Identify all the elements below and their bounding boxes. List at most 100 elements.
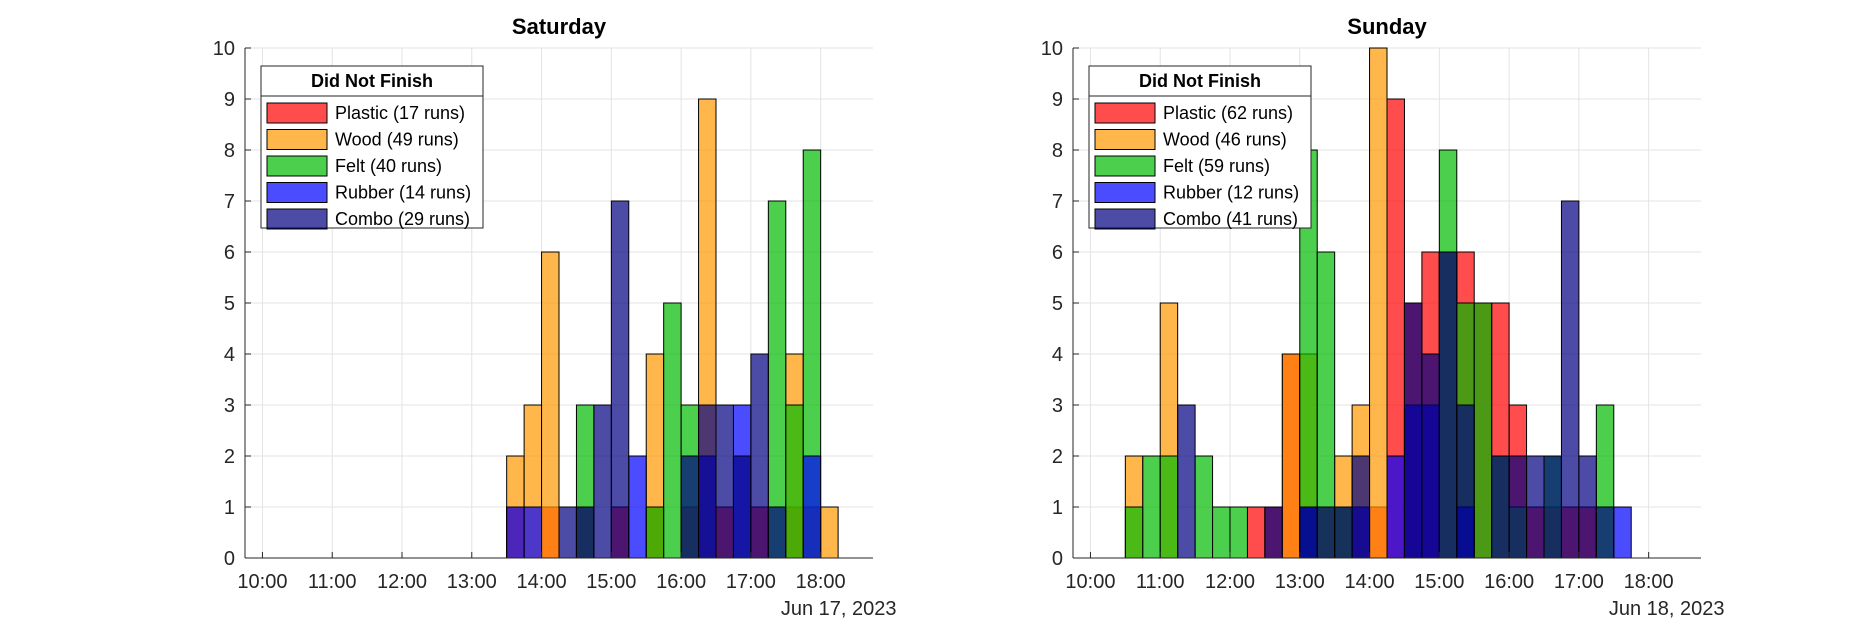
y-tick-label: 4 <box>224 344 235 366</box>
legend-swatch <box>266 102 328 124</box>
y-tick-label: 3 <box>224 395 235 417</box>
bar <box>575 506 595 559</box>
bar <box>1316 506 1336 559</box>
bar <box>1438 251 1458 559</box>
legend-swatch <box>1094 208 1156 230</box>
legend-title: Did Not Finish <box>311 71 433 91</box>
bar <box>593 404 612 559</box>
legend-swatch <box>266 129 328 150</box>
y-tick-label: 7 <box>224 191 235 213</box>
legend-swatch <box>1094 155 1156 177</box>
y-tick-label: 7 <box>1052 191 1063 213</box>
chart-title: Saturday <box>512 14 607 39</box>
legend-entry: Felt (59 runs) <box>1163 156 1270 176</box>
y-tick-label: 9 <box>1052 89 1063 111</box>
bar <box>1124 506 1144 559</box>
x-tick-label: 14:00 <box>517 571 567 593</box>
y-tick-label: 1 <box>1052 497 1063 519</box>
legend-entry: Combo (29 runs) <box>335 209 470 229</box>
bar <box>767 506 787 559</box>
bar <box>1281 353 1301 559</box>
legend-swatch <box>266 155 328 177</box>
x-tick-label: 14:00 <box>1345 571 1395 593</box>
x-tick-label: 17:00 <box>726 571 776 593</box>
bar <box>506 506 525 559</box>
bar <box>1351 455 1371 559</box>
bar <box>1421 353 1440 559</box>
x-tick-label: 12:00 <box>1205 571 1255 593</box>
bar <box>1334 506 1353 559</box>
bar <box>750 353 769 559</box>
legend-entry: Felt (40 runs) <box>335 156 442 176</box>
bar <box>715 404 734 559</box>
y-tick-label: 9 <box>224 89 235 111</box>
x-tick-label: 18:00 <box>1624 571 1674 593</box>
y-tick-label: 2 <box>224 446 235 468</box>
x-tick-label: 13:00 <box>447 571 497 593</box>
x-tick-label: 11:00 <box>1136 571 1185 593</box>
bar <box>802 455 822 559</box>
chart-saturday: 0 1 2 3 4 5 6 7 8 9 10 10:00 11:00 12:00 13:00 14:00 15:… <box>213 14 897 620</box>
legend-swatch <box>266 182 328 203</box>
legend-entry: Plastic (62 runs) <box>1163 103 1293 123</box>
x-tick-label: 10:00 <box>237 571 287 593</box>
y-tick-label: 0 <box>224 548 235 570</box>
chart-sunday: 0 1 2 3 4 5 6 7 8 9 10 10:00 11:00 12:00 13:00 14:00 15:… <box>1041 14 1725 620</box>
chart-title: Sunday <box>1347 14 1427 39</box>
bar <box>1560 200 1580 559</box>
bar <box>1177 404 1196 559</box>
x-tick-label: 15:00 <box>586 571 636 593</box>
bar <box>1159 455 1179 559</box>
bar <box>1473 302 1493 559</box>
x-tick-label: 13:00 <box>1275 571 1325 593</box>
y-tick-label: 10 <box>213 38 235 60</box>
legend-title: Did Not Finish <box>1139 71 1261 91</box>
legend-entry: Wood (49 runs) <box>335 130 459 150</box>
legend-swatch <box>1094 182 1156 203</box>
legend-entry: Plastic (17 runs) <box>335 103 465 123</box>
series-4 <box>1177 200 1615 559</box>
x-tick-label: 10:00 <box>1065 571 1115 593</box>
legend-swatch <box>1094 102 1156 124</box>
bar <box>1595 506 1615 559</box>
y-tick-label: 4 <box>1052 344 1063 366</box>
series-4 <box>558 200 787 559</box>
y-tick-label: 10 <box>1041 38 1063 60</box>
bar <box>820 506 839 559</box>
y-tick-label: 8 <box>224 140 235 162</box>
bar <box>1229 506 1248 559</box>
bar <box>767 200 787 559</box>
bar <box>1456 404 1475 559</box>
legend-entry: Rubber (14 runs) <box>335 183 471 203</box>
bar <box>785 404 804 559</box>
y-tick-label: 5 <box>224 293 235 315</box>
y-tick-label: 1 <box>224 497 235 519</box>
date-label: Jun 17, 2023 <box>781 598 897 620</box>
bar <box>645 506 665 559</box>
bar <box>1212 506 1231 559</box>
bar <box>1543 455 1562 559</box>
bar <box>1369 47 1388 559</box>
y-tick-label: 5 <box>1052 293 1063 315</box>
x-tick-label: 18:00 <box>796 571 846 593</box>
legend-swatch <box>1094 129 1156 150</box>
y-tick-label: 8 <box>1052 140 1063 162</box>
bar <box>1246 506 1266 559</box>
x-tick-label: 17:00 <box>1554 571 1604 593</box>
y-tick-label: 2 <box>1052 446 1063 468</box>
bar <box>610 200 630 559</box>
bar <box>1403 302 1423 559</box>
y-tick-label: 0 <box>1052 548 1063 570</box>
bar <box>680 455 700 559</box>
bar <box>1264 506 1283 559</box>
bar <box>663 302 682 559</box>
bar <box>1613 506 1632 559</box>
bar <box>628 455 647 559</box>
bar <box>558 506 577 559</box>
x-tick-label: 11:00 <box>308 571 357 593</box>
legend-swatch <box>266 208 328 230</box>
y-tick-label: 6 <box>1052 242 1063 264</box>
y-tick-label: 6 <box>224 242 235 264</box>
y-tick-label: 3 <box>1052 395 1063 417</box>
